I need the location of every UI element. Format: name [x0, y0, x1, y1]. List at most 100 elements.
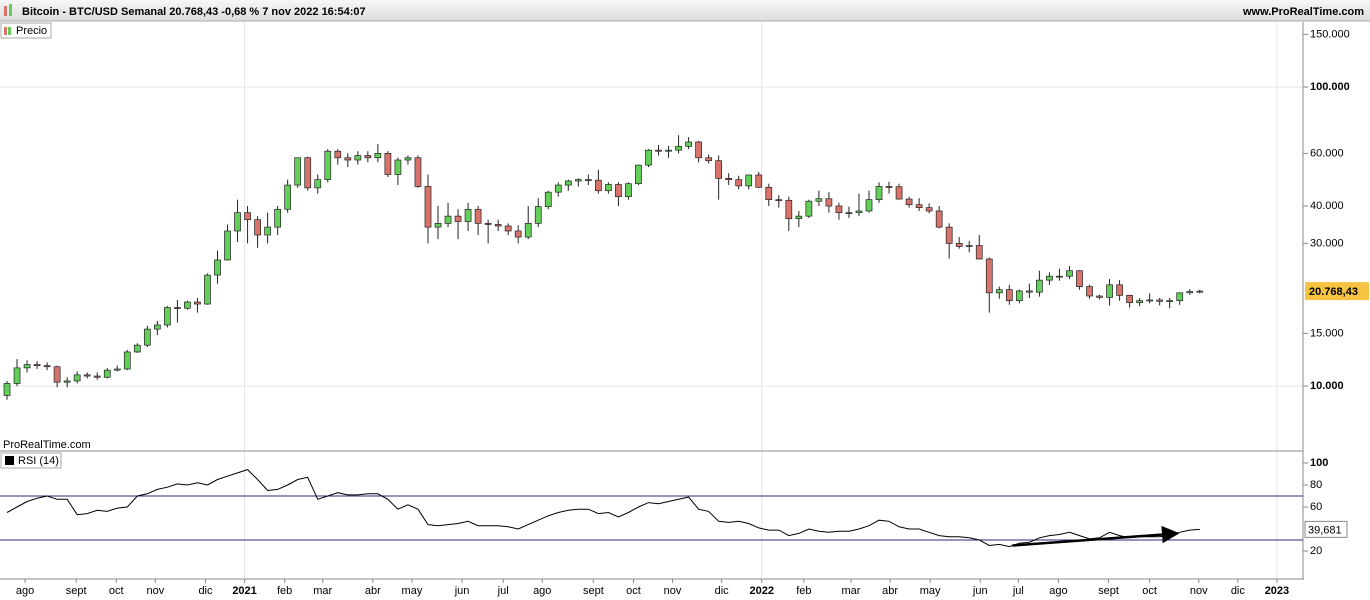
candle-body	[615, 184, 622, 197]
x-tick-label: jul	[1012, 585, 1024, 597]
candle-body	[123, 351, 131, 370]
candle-body	[194, 301, 201, 305]
candle-body	[745, 174, 753, 187]
candle-body	[905, 198, 913, 206]
candle-body	[1176, 292, 1184, 301]
candle-body	[1146, 299, 1154, 302]
x-tick-label: sept	[1098, 585, 1119, 597]
candle-body	[13, 367, 21, 384]
candle-body	[434, 223, 442, 228]
last-price-label: 20.768,43	[1309, 286, 1358, 298]
candle-body	[595, 179, 602, 192]
x-tick-label: ago	[16, 585, 34, 597]
candle-body	[825, 198, 833, 207]
last-rsi-label: 39,681	[1308, 524, 1342, 536]
y-tick-label: 40.000	[1310, 200, 1344, 212]
candle-body	[214, 259, 221, 276]
candle-body	[83, 374, 91, 377]
y-tick-label: 30.000	[1310, 237, 1344, 249]
x-tick-label: nov	[1190, 585, 1208, 597]
y-tick-label: 10.000	[1310, 380, 1344, 392]
candle-body	[1126, 295, 1133, 304]
candle-body	[875, 186, 883, 201]
candle-body	[605, 184, 612, 192]
x-tick-label: dic	[1231, 585, 1246, 597]
candle-body	[985, 258, 993, 294]
x-tick-label: feb	[277, 585, 292, 597]
candle-body	[1036, 279, 1043, 293]
candle-body	[915, 204, 923, 208]
candle-body	[1015, 290, 1023, 301]
y-tick-label: 15.000	[1310, 327, 1344, 339]
rsi-line	[6, 469, 1200, 548]
candle-body	[805, 200, 813, 217]
candle-body	[234, 212, 241, 232]
candle-body	[53, 366, 61, 383]
title-icon	[4, 6, 7, 16]
candle-body	[244, 212, 251, 221]
legend-box	[0, 22, 52, 39]
candle-body	[374, 153, 382, 159]
candle-body	[675, 146, 682, 151]
candle-body	[1086, 286, 1093, 297]
candle-body	[444, 215, 452, 224]
candle-body	[1076, 270, 1083, 287]
candle-body	[354, 155, 362, 161]
candle-body	[254, 219, 261, 236]
candle-body	[484, 223, 492, 225]
candle-body	[113, 368, 121, 371]
candle-body	[143, 328, 151, 346]
candle-body	[103, 369, 111, 378]
candle-body	[404, 157, 412, 161]
candle-body	[995, 289, 1003, 294]
legend-box	[0, 452, 62, 469]
x-tick-label: jun	[972, 585, 988, 597]
legend-icon	[5, 456, 14, 465]
candle-body	[424, 186, 432, 228]
candle-body	[154, 324, 161, 330]
candle-body	[965, 245, 973, 247]
candle-body	[174, 307, 181, 309]
candle-body	[665, 149, 672, 152]
candle-body	[534, 206, 542, 224]
last-rsi-box	[1304, 520, 1348, 538]
candle-body	[284, 184, 292, 210]
candle-body	[1186, 291, 1194, 294]
candle-body	[685, 141, 692, 147]
x-tick-label: ago	[533, 585, 551, 597]
x-tick-label: nov	[146, 585, 164, 597]
candle-body	[1026, 290, 1033, 293]
candle-body	[725, 177, 733, 181]
x-tick-label: may	[920, 585, 941, 597]
candle-body	[93, 375, 101, 378]
candle-body	[43, 365, 51, 368]
candle-body	[755, 174, 763, 188]
candle-body	[274, 208, 281, 228]
y-tick-label: 150.000	[1310, 28, 1350, 40]
candle-body	[1106, 284, 1113, 298]
title: Bitcoin - BTC/USD Semanal 20.768,43 -0,6…	[22, 6, 366, 18]
candle-body	[133, 344, 141, 353]
y-tick-label: 80	[1310, 479, 1322, 491]
candle-body	[1136, 300, 1143, 304]
candle-body	[584, 179, 592, 182]
candle-body	[1066, 270, 1073, 277]
candle-body	[1005, 289, 1013, 301]
x-tick-label: oct	[1142, 585, 1157, 597]
candle-body	[294, 157, 302, 186]
x-tick-label: oct	[626, 585, 641, 597]
candle-body	[1046, 275, 1053, 281]
candle-body	[635, 164, 642, 185]
candle-body	[314, 179, 322, 189]
candle-body	[715, 160, 723, 179]
y-tick-label: 100.000	[1310, 81, 1350, 93]
y-tick-label: 60	[1310, 501, 1322, 513]
candle-body	[815, 198, 823, 202]
candle-body	[63, 380, 71, 383]
candle-body	[1196, 290, 1204, 293]
candle-body	[1096, 295, 1103, 298]
candle-body	[164, 307, 171, 326]
candle-body	[1156, 299, 1164, 302]
candle-body	[184, 301, 191, 309]
